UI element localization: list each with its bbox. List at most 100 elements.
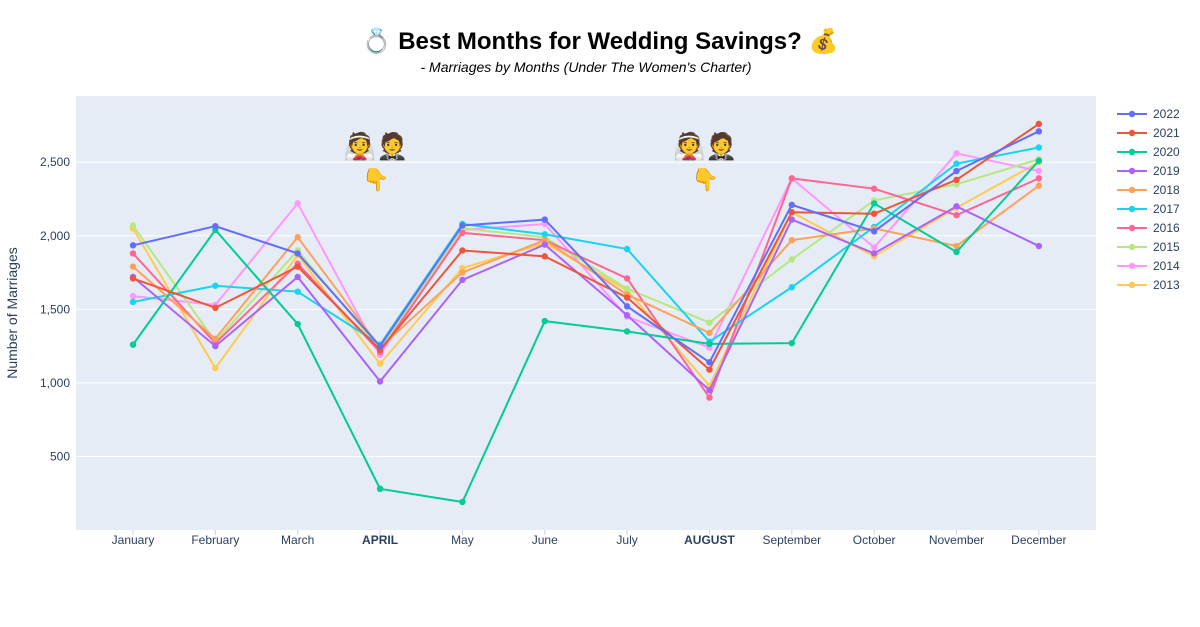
data-point-2021-11[interactable]: [1035, 120, 1043, 128]
data-point-2020-10[interactable]: [953, 248, 960, 256]
data-point-2020-8[interactable]: [788, 339, 795, 347]
data-point-2022-4[interactable]: [459, 222, 466, 229]
data-point-2019-10[interactable]: [953, 203, 960, 210]
y-tick-label: 1,500: [40, 302, 70, 316]
x-tick-label: October: [853, 533, 896, 547]
data-point-2020-5[interactable]: [541, 317, 548, 325]
data-point-2020-3[interactable]: [376, 485, 384, 493]
data-point-2021-1[interactable]: [212, 304, 219, 312]
data-point-2018-5[interactable]: [541, 236, 548, 244]
data-point-2021-7[interactable]: [706, 366, 713, 373]
data-point-2021-2[interactable]: [294, 263, 301, 270]
data-point-2017-2[interactable]: [294, 288, 301, 295]
legend-item-2014[interactable]: 2014: [1117, 259, 1180, 273]
data-point-2020-9[interactable]: [870, 200, 878, 207]
data-point-2013-3[interactable]: [376, 360, 384, 367]
data-point-2018-8[interactable]: [788, 236, 795, 244]
data-point-2017-5[interactable]: [541, 231, 548, 238]
data-point-2018-2[interactable]: [294, 234, 301, 241]
legend-item-2018[interactable]: 2018: [1117, 183, 1180, 197]
data-point-2019-3[interactable]: [376, 378, 384, 385]
data-point-2013-4[interactable]: [459, 264, 466, 272]
data-point-2018-10[interactable]: [953, 242, 960, 250]
data-point-2015-7[interactable]: [706, 319, 713, 326]
data-point-2015-8[interactable]: [788, 256, 795, 263]
data-point-2016-11[interactable]: [1035, 175, 1043, 182]
data-point-2018-7[interactable]: [706, 329, 713, 337]
data-point-2014-10[interactable]: [953, 150, 960, 157]
data-point-2014-0[interactable]: [129, 292, 137, 300]
data-point-2019-9[interactable]: [870, 250, 878, 257]
data-point-2022-2[interactable]: [294, 250, 301, 257]
data-point-2017-1[interactable]: [212, 282, 219, 289]
data-point-2020-6[interactable]: [623, 328, 631, 335]
data-point-2015-10[interactable]: [953, 181, 960, 188]
legend-item-2017[interactable]: 2017: [1117, 202, 1180, 216]
legend[interactable]: 2022 2021 2020 2019 2018 2017 2016 2015 2014 2013: [1117, 107, 1180, 292]
data-point-2022-7[interactable]: [706, 359, 713, 366]
data-point-2020-11[interactable]: [1035, 157, 1043, 164]
x-axis-labels: January February March APRIL May June July AUGU…: [112, 533, 1067, 547]
data-point-2019-11[interactable]: [1035, 242, 1043, 250]
data-point-2019-2[interactable]: [294, 273, 301, 281]
data-point-2021-4[interactable]: [459, 247, 466, 254]
data-point-2022-1[interactable]: [212, 223, 219, 230]
data-point-2016-0[interactable]: [129, 250, 137, 257]
data-point-2020-4[interactable]: [459, 498, 466, 506]
legend-item-2015[interactable]: 2015: [1117, 240, 1180, 254]
data-point-2019-4[interactable]: [459, 276, 466, 284]
data-point-2018-1[interactable]: [212, 335, 219, 342]
data-point-2017-11[interactable]: [1035, 144, 1043, 151]
data-point-2022-3[interactable]: [376, 342, 384, 350]
y-tick-label: 2,000: [40, 229, 70, 243]
data-point-2018-11[interactable]: [1035, 182, 1043, 189]
legend-item-2013[interactable]: 2013: [1117, 278, 1180, 292]
legend-item-2019[interactable]: 2019: [1117, 164, 1180, 178]
data-point-2016-8[interactable]: [788, 175, 795, 182]
data-point-2015-6[interactable]: [623, 285, 631, 292]
data-point-2021-0[interactable]: [129, 275, 137, 282]
data-point-2016-7[interactable]: [706, 394, 713, 401]
data-point-2019-7[interactable]: [706, 387, 713, 394]
data-point-2022-11[interactable]: [1035, 128, 1043, 135]
data-point-2019-6[interactable]: [623, 312, 631, 319]
data-point-2013-1[interactable]: [212, 364, 219, 372]
data-point-2021-5[interactable]: [541, 253, 548, 260]
data-point-2015-0[interactable]: [129, 222, 137, 229]
data-point-2022-10[interactable]: [953, 167, 960, 175]
data-point-2021-9[interactable]: [870, 210, 878, 217]
data-point-2021-6[interactable]: [623, 294, 631, 301]
data-point-2017-10[interactable]: [953, 160, 960, 167]
series-line-2020: [132, 160, 1040, 504]
legend-item-2016[interactable]: 2016: [1117, 221, 1180, 235]
data-point-2019-8[interactable]: [788, 216, 795, 223]
data-point-2020-2[interactable]: [294, 320, 301, 328]
data-point-2020-0[interactable]: [129, 341, 137, 348]
data-point-2022-6[interactable]: [623, 303, 631, 310]
data-point-2022-9[interactable]: [870, 228, 878, 235]
data-point-2019-1[interactable]: [212, 342, 219, 350]
legend-item-2020[interactable]: 2020: [1117, 145, 1180, 159]
data-point-2016-10[interactable]: [953, 211, 960, 219]
data-point-2019-5[interactable]: [541, 241, 548, 248]
data-point-2016-9[interactable]: [870, 185, 878, 192]
data-point-2014-2[interactable]: [294, 200, 301, 207]
data-point-2014-11[interactable]: [1035, 167, 1043, 175]
data-point-2017-6[interactable]: [623, 245, 631, 253]
data-point-2016-4[interactable]: [459, 229, 466, 237]
data-point-2022-0[interactable]: [129, 242, 137, 249]
data-point-2020-7[interactable]: [706, 340, 713, 348]
data-point-2022-5[interactable]: [541, 216, 548, 223]
data-point-2022-8[interactable]: [788, 201, 795, 209]
data-point-2021-8[interactable]: [788, 209, 795, 216]
data-point-2018-0[interactable]: [129, 263, 137, 270]
legend-item-2021[interactable]: 2021: [1117, 126, 1180, 140]
data-point-2016-6[interactable]: [623, 275, 631, 282]
data-point-2018-4[interactable]: [459, 269, 466, 276]
legend-item-2022[interactable]: 2022: [1117, 107, 1180, 121]
data-point-2017-0[interactable]: [129, 298, 137, 306]
data-point-2017-8[interactable]: [788, 284, 795, 291]
data-point-2014-9[interactable]: [870, 244, 878, 251]
data-point-2021-10[interactable]: [953, 176, 960, 184]
